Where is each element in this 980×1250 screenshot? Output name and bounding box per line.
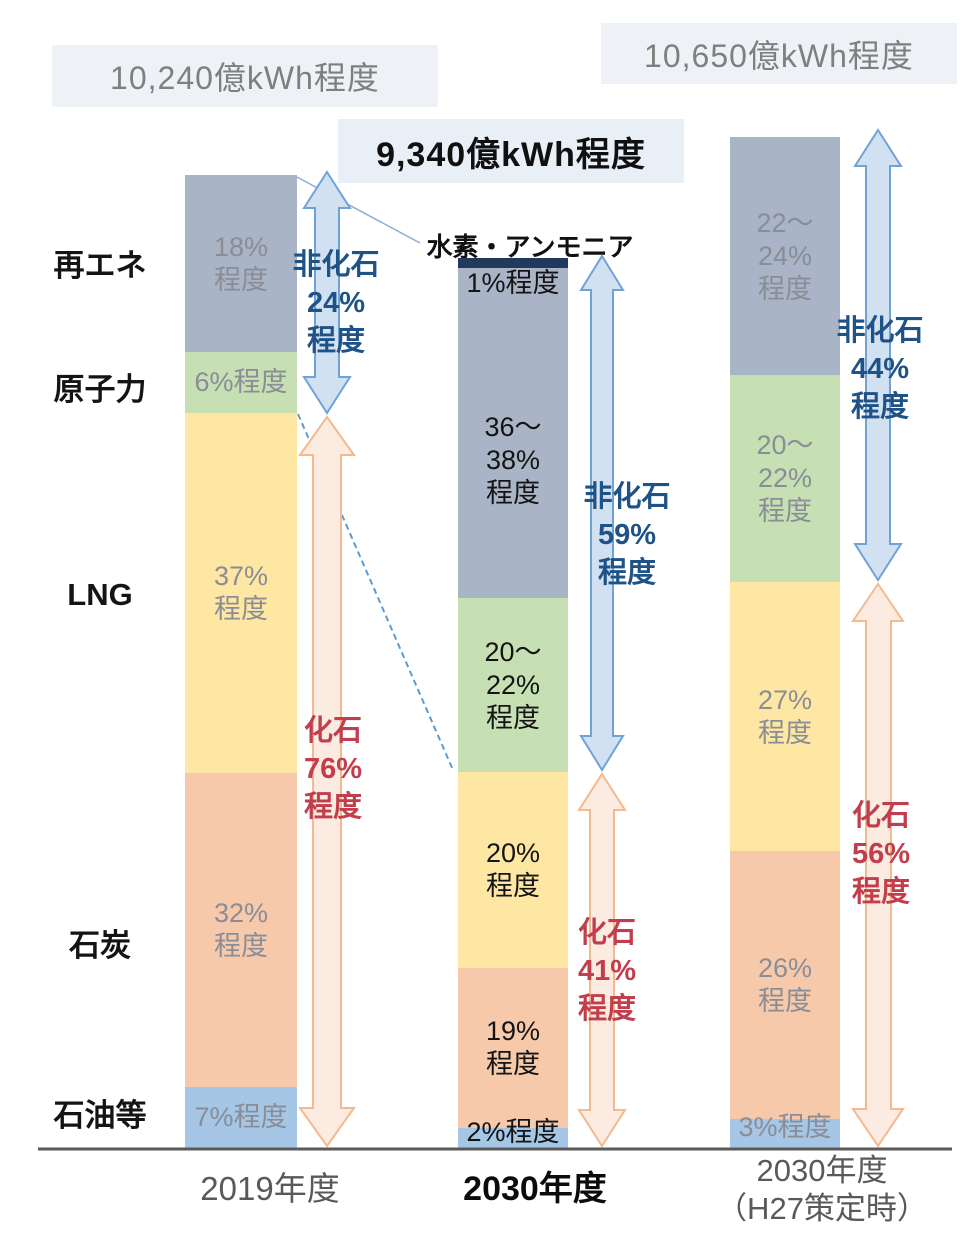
category-label-renewables: 再エネ: [53, 248, 147, 283]
segment-2019-coal: 32% 程度: [185, 773, 297, 1087]
total-label-2030-h27-text: 10,650億kWh程度: [644, 37, 914, 74]
nonfossil-2019-annotation: 非化石 24% 程度: [292, 249, 380, 357]
segment-2030-hydrogen-value: 1%程度: [466, 268, 560, 298]
segment-2030-renewables-value: 36〜38% 程度: [484, 411, 542, 508]
category-label-nuclear: 原子力: [53, 372, 147, 407]
segment-2030h27-nuclear-value: 20〜22% 程度: [756, 430, 814, 526]
total-label-2030-text: 9,340億kWh程度: [376, 135, 646, 174]
segment-2030h27-coal-value: 26% 程度: [757, 953, 813, 1016]
segment-2030-coal-value: 19% 程度: [485, 1016, 541, 1079]
total-label-2030-h27: 10,650億kWh程度: [601, 23, 957, 84]
total-label-2030: 9,340億kWh程度: [338, 119, 684, 183]
total-label-2019-text: 10,240億kWh程度: [110, 60, 380, 96]
segment-2030-nuclear-value: 20〜22% 程度: [484, 636, 542, 733]
segment-2030h27-oil: 3%程度: [730, 1112, 840, 1148]
segment-2019-renewables-value: 18% 程度: [213, 231, 269, 295]
x-label-2030: 2030年度: [463, 1170, 607, 1208]
segment-2030h27-renewables: 22〜24% 程度: [730, 137, 840, 375]
segment-2030-lng: 20% 程度: [458, 772, 568, 968]
segment-2019-renewables: 18% 程度: [185, 175, 297, 352]
segment-2030-renewables: 1%程度 36〜38% 程度: [458, 268, 568, 598]
connector-line-top: [296, 176, 421, 244]
nonfossil-2030-annotation: 非化石 59% 程度: [583, 481, 671, 589]
bar-2019: 18% 程度 6%程度 37% 程度 32% 程度 7%程度: [185, 175, 297, 1148]
segment-2019-coal-value: 32% 程度: [213, 898, 269, 961]
segment-2030h27-oil-value: 3%程度: [738, 1112, 832, 1142]
segment-2030h27-nuclear: 20〜22% 程度: [730, 375, 840, 582]
total-label-2019: 10,240億kWh程度: [52, 45, 438, 107]
segment-2030-lng-value: 20% 程度: [485, 838, 541, 901]
segment-2030-coal: 19% 程度: [458, 968, 568, 1128]
segment-2019-oil: 7%程度: [185, 1087, 297, 1148]
category-label-coal: 石炭: [69, 928, 131, 963]
category-label-oil: 石油等: [53, 1098, 147, 1133]
fossil-2030-annotation: 化石 41% 程度: [577, 917, 637, 1025]
segment-2019-lng: 37% 程度: [185, 413, 297, 773]
segment-2030-oil-value: 2%程度: [466, 1116, 560, 1147]
category-label-lng: LNG: [67, 577, 133, 612]
segment-2019-nuclear: 6%程度: [185, 352, 297, 413]
x-label-2030-h27: 2030年度 （H27策定時）: [716, 1153, 928, 1226]
segment-2019-lng-value: 37% 程度: [213, 561, 269, 624]
segment-2030-nuclear: 20〜22% 程度: [458, 598, 568, 772]
bar-2030: 1%程度 36〜38% 程度 20〜22% 程度 20% 程度 19% 程度 2…: [458, 258, 568, 1148]
fossil-2019-annotation: 化石 76% 程度: [303, 715, 363, 823]
fossil-2030-h27-annotation: 化石 56% 程度: [851, 800, 911, 908]
segment-2019-nuclear-value: 6%程度: [194, 367, 288, 397]
segment-2030-hydrogen: [458, 258, 568, 268]
segment-2030h27-renewables-value: 22〜24% 程度: [756, 207, 814, 304]
segment-2030h27-lng: 27% 程度: [730, 582, 840, 851]
bar-2030-h27: 22〜24% 程度 20〜22% 程度 27% 程度 26% 程度 3%程度: [730, 137, 840, 1148]
nonfossil-2030-h27-annotation: 非化石 44% 程度: [836, 315, 924, 423]
segment-2019-oil-value: 7%程度: [194, 1102, 288, 1132]
segment-2030h27-lng-value: 27% 程度: [757, 684, 813, 748]
x-label-2019: 2019年度: [200, 1170, 340, 1207]
segment-2030-oil: 2%程度: [458, 1117, 568, 1148]
segment-2030h27-coal: 26% 程度: [730, 851, 840, 1119]
